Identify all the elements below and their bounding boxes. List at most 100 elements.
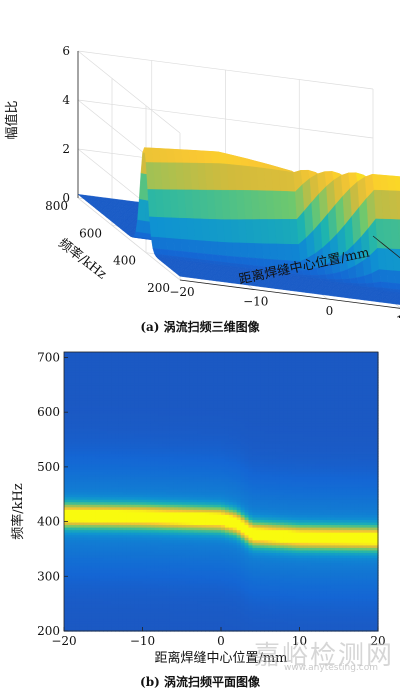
heatmap-cell bbox=[146, 567, 151, 571]
heatmap-cell bbox=[146, 527, 151, 531]
heatmap-cell bbox=[138, 455, 144, 460]
heatmap-cell bbox=[115, 354, 120, 358]
heatmap-cell bbox=[83, 559, 89, 564]
heatmap-cell bbox=[115, 567, 120, 571]
heatmap-cell bbox=[75, 623, 81, 627]
heatmap-cell bbox=[107, 461, 112, 465]
heatmap-cell bbox=[138, 511, 144, 515]
heatmap-cell bbox=[122, 559, 128, 564]
heatmap-cell bbox=[79, 587, 85, 592]
heatmap-cell bbox=[67, 562, 73, 566]
heatmap-cell bbox=[75, 598, 81, 602]
heatmap-cell bbox=[146, 544, 151, 548]
heatmap-cell bbox=[115, 608, 120, 612]
heatmap-cell bbox=[67, 499, 73, 503]
heatmap-cell bbox=[142, 557, 148, 561]
heatmap-cell bbox=[79, 461, 85, 465]
heatmap-cell bbox=[91, 372, 96, 376]
heatmap-cell bbox=[115, 438, 120, 442]
heatmap-cell bbox=[126, 402, 132, 406]
heatmap-cell bbox=[138, 516, 144, 520]
heatmap-cell bbox=[79, 397, 85, 401]
heatmap-cell bbox=[118, 448, 124, 452]
heatmap-cell bbox=[87, 613, 93, 617]
heatmap-cell bbox=[150, 461, 155, 465]
heatmap-cell bbox=[64, 544, 69, 548]
heatmap-cell bbox=[115, 369, 120, 373]
heatmap-cell bbox=[150, 565, 155, 569]
heatmap-cell bbox=[154, 590, 159, 594]
heatmap-cell bbox=[103, 369, 108, 373]
heatmap-cell bbox=[87, 559, 93, 564]
heatmap-cell bbox=[91, 359, 96, 363]
heatmap-cell bbox=[134, 544, 140, 548]
heatmap-cell bbox=[83, 615, 89, 619]
heatmap-cell bbox=[142, 554, 148, 559]
heatmap-cell bbox=[111, 448, 116, 452]
heatmap-cell bbox=[79, 400, 85, 404]
heatmap-cell bbox=[87, 532, 93, 536]
heatmap-cell bbox=[126, 471, 132, 475]
heatmap-cell bbox=[134, 357, 140, 361]
heatmap-cell bbox=[142, 461, 148, 465]
heatmap-cell bbox=[103, 516, 108, 520]
heatmap-cell bbox=[111, 600, 116, 604]
heatmap-cell bbox=[103, 529, 108, 533]
heatmap-cell bbox=[83, 461, 89, 465]
heatmap-cell bbox=[107, 511, 112, 515]
heatmap-cell bbox=[79, 600, 85, 604]
heatmap-cell bbox=[95, 359, 100, 363]
heatmap-cell bbox=[150, 458, 155, 462]
heatmap-cell bbox=[134, 352, 140, 356]
y-tick-label: 400 bbox=[113, 254, 136, 268]
heatmap-cell bbox=[122, 628, 128, 632]
heatmap-cell bbox=[95, 595, 100, 599]
heatmap-cell bbox=[126, 608, 132, 612]
heatmap-cell bbox=[107, 410, 112, 414]
heatmap-cells bbox=[64, 352, 379, 632]
heatmap-cell bbox=[79, 445, 85, 449]
heatmap-cell bbox=[107, 435, 112, 439]
heatmap-cell bbox=[111, 620, 116, 624]
heatmap-cell bbox=[103, 572, 108, 576]
heatmap-cell bbox=[107, 374, 112, 378]
heatmap-cell bbox=[126, 367, 132, 371]
heatmap-cell bbox=[67, 572, 73, 576]
heatmap-cell bbox=[142, 448, 148, 452]
heatmap-cell bbox=[118, 610, 124, 614]
heatmap-cell bbox=[111, 486, 116, 490]
heatmap-cell bbox=[150, 420, 155, 424]
heatmap-cell bbox=[107, 397, 112, 401]
heatmap-cell bbox=[122, 552, 128, 556]
heatmap-cell bbox=[95, 410, 100, 414]
heatmap-cell bbox=[99, 605, 104, 609]
heatmap-cell bbox=[64, 362, 69, 366]
heatmap-cell bbox=[107, 395, 112, 399]
heatmap-cell bbox=[99, 509, 104, 513]
heatmap-cell bbox=[71, 608, 77, 612]
heatmap-cell bbox=[126, 554, 132, 559]
heatmap-cell bbox=[146, 587, 151, 592]
heatmap-cell bbox=[111, 559, 116, 564]
heatmap-cell bbox=[87, 549, 93, 553]
heatmap-cell bbox=[99, 438, 104, 442]
heatmap-cell bbox=[75, 438, 81, 442]
heatmap-cell bbox=[79, 567, 85, 571]
heatmap-cell bbox=[142, 433, 148, 437]
heatmap-cell bbox=[150, 395, 155, 399]
surface bbox=[77, 147, 400, 305]
heatmap-cell bbox=[67, 559, 73, 564]
heatmap-cell bbox=[79, 382, 85, 386]
heatmap-cell bbox=[75, 415, 81, 419]
heatmap-cell bbox=[67, 527, 73, 531]
heatmap-cell bbox=[64, 605, 69, 609]
heatmap-cell bbox=[138, 395, 144, 399]
heatmap-cell bbox=[87, 400, 93, 404]
heatmap-cell bbox=[99, 473, 104, 477]
heatmap-cell bbox=[134, 598, 140, 602]
heatmap-cell bbox=[64, 504, 69, 508]
heatmap-cell bbox=[146, 468, 151, 472]
heatmap-cell bbox=[79, 453, 85, 457]
heatmap-cell bbox=[130, 410, 136, 414]
heatmap-cell bbox=[150, 387, 155, 391]
